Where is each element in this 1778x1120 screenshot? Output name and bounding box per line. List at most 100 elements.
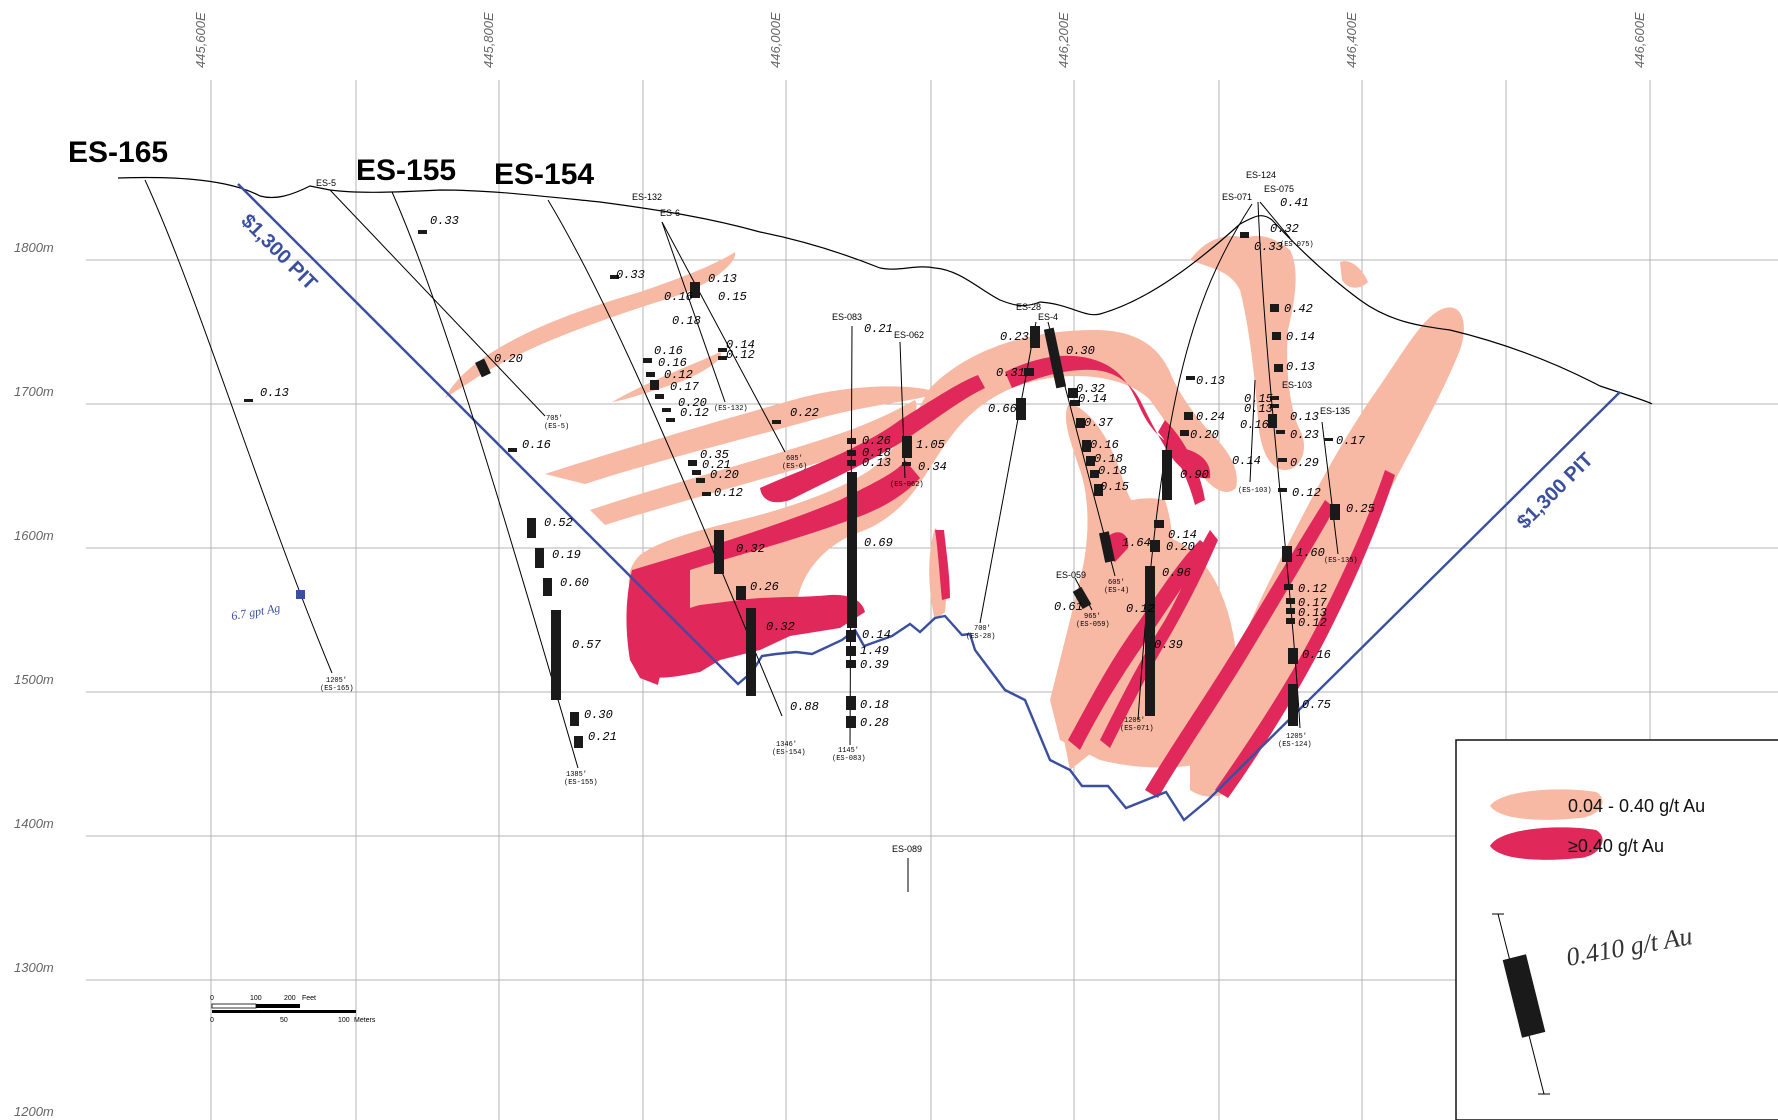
hole-id-note: (ES-155) <box>564 779 598 787</box>
assay-value: 0.52 <box>544 516 573 530</box>
sample-interval <box>847 472 857 628</box>
assay-value: 0.61 <box>1054 600 1083 614</box>
assay-values: 0.13 0.33 0.20 0.16 0.52 0.19 0.60 0.57 … <box>260 196 1375 744</box>
hole-id-note: (ES-124) <box>1278 741 1312 749</box>
hole-id-note: (ES-059) <box>1076 621 1110 629</box>
sample-interval <box>702 492 711 496</box>
sample-interval <box>847 450 856 456</box>
assay-value: 0.33 <box>1254 240 1283 254</box>
assay-value: 0.14 <box>862 628 891 642</box>
sample-interval <box>574 736 583 748</box>
sample-interval <box>508 448 517 452</box>
easting-label: 446,400E <box>1344 12 1359 68</box>
assay-value: 0.42 <box>1284 302 1313 316</box>
sample-interval <box>1180 430 1189 436</box>
assay-value: 0.23 <box>1290 428 1319 442</box>
scale-unit: Feet <box>302 995 316 1002</box>
legend: 0.04 - 0.40 g/t Au ≥0.40 g/t Au 0.410 g/… <box>1455 739 1778 1120</box>
hole-name: ES-062 <box>894 330 924 340</box>
assay-value: 0.12 <box>1126 602 1155 616</box>
assay-value: 0.29 <box>1290 456 1319 470</box>
sample-interval <box>551 610 561 700</box>
assay-value: 0.13 <box>260 386 289 400</box>
assay-value: 0.16 <box>1240 418 1269 432</box>
hole-depth: 605' <box>786 455 803 463</box>
assay-value: 1.05 <box>916 438 945 452</box>
assay-value: 0.20 <box>494 352 523 366</box>
sample-interval <box>1272 332 1281 340</box>
assay-value: 0.17 <box>670 380 700 394</box>
hole-depth: 965' <box>1084 613 1101 621</box>
sample-interval <box>1268 414 1277 428</box>
hole-id-note: (ES-28) <box>966 633 995 641</box>
sample-interval <box>1274 364 1283 372</box>
hole-id-note: (ES-5) <box>544 423 569 431</box>
assay-value: 0.24 <box>1196 410 1225 424</box>
sample-interval <box>692 470 701 475</box>
scale-bar-segment <box>212 1010 356 1013</box>
sample-interval <box>1286 598 1295 604</box>
sample-interval <box>1284 584 1293 590</box>
sample-interval <box>846 716 856 728</box>
sample-interval <box>1043 327 1067 389</box>
sample-interval <box>902 436 912 458</box>
sample-interval <box>610 275 619 279</box>
assay-value: 0.15 <box>1100 480 1129 494</box>
assay-value: 0.23 <box>1000 330 1029 344</box>
assay-value: 0.35 <box>700 448 729 462</box>
hole-id-note: (ES-135) <box>1324 557 1358 565</box>
scale-bar-segment <box>211 1003 257 1009</box>
assay-value: 0.37 <box>1084 416 1114 430</box>
elevation-label: 1700m <box>14 384 54 399</box>
hole-depth: 1205' <box>326 677 347 685</box>
assay-value: 1.60 <box>1296 546 1325 560</box>
sample-interval <box>846 646 856 656</box>
easting-label: 446,200E <box>1056 12 1071 68</box>
drill-trace-es132 <box>661 221 726 403</box>
assay-value: 0.66 <box>988 402 1017 416</box>
hole-id-note: (ES-062) <box>890 481 924 489</box>
assay-value: 0.12 <box>1292 486 1321 500</box>
silver-sample-label: 6.7 gpt Ag <box>230 601 281 623</box>
sample-intervals <box>244 230 1340 748</box>
low-grade-zone <box>590 400 917 525</box>
assay-value: 0.22 <box>790 406 819 420</box>
elevation-label: 1500m <box>14 672 54 687</box>
hole-depth: 605' <box>1108 579 1125 587</box>
assay-value: 0.13 <box>1290 410 1319 424</box>
elevation-label: 1600m <box>14 528 54 543</box>
sample-interval <box>1270 304 1279 312</box>
elevation-labels: 1800m 1700m 1600m 1500m 1400m 1300m 1200… <box>14 240 54 1119</box>
assay-value: 0.17 <box>1336 434 1366 448</box>
sample-interval <box>1286 608 1295 614</box>
assay-value: 1.64 <box>1122 536 1151 550</box>
sample-interval <box>846 630 856 642</box>
hole-name: ES-083 <box>832 312 862 322</box>
sample-interval <box>1150 540 1160 552</box>
easting-label: 446,600E <box>1632 12 1647 68</box>
hole-depth: 700' <box>974 625 991 633</box>
hole-name: ES-089 <box>892 844 922 854</box>
assay-value: 0.16 <box>1090 438 1119 452</box>
sample-interval <box>1016 398 1026 420</box>
sample-interval <box>643 358 652 363</box>
sample-interval <box>846 696 856 710</box>
assay-value: 0.31 <box>996 366 1025 380</box>
assay-value: 0.26 <box>750 580 779 594</box>
hole-name: ES-075 <box>1264 184 1294 194</box>
sample-interval <box>1024 368 1034 376</box>
assay-value: 0.20 <box>710 468 739 482</box>
sample-interval <box>527 518 536 538</box>
assay-value: 0.41 <box>1280 196 1309 210</box>
scale-tick: 50 <box>280 1017 288 1024</box>
low-grade-zone <box>445 252 736 398</box>
elevation-label: 1200m <box>14 1104 54 1119</box>
sample-interval <box>1098 531 1116 563</box>
hole-name: ES-5 <box>316 178 336 188</box>
assay-value: 0.16 <box>522 438 551 452</box>
hole-name: ES-6 <box>660 208 680 218</box>
assay-value: 0.60 <box>560 576 589 590</box>
assay-value: 0.13 <box>1196 374 1225 388</box>
scale-tick: 100 <box>338 1017 350 1024</box>
